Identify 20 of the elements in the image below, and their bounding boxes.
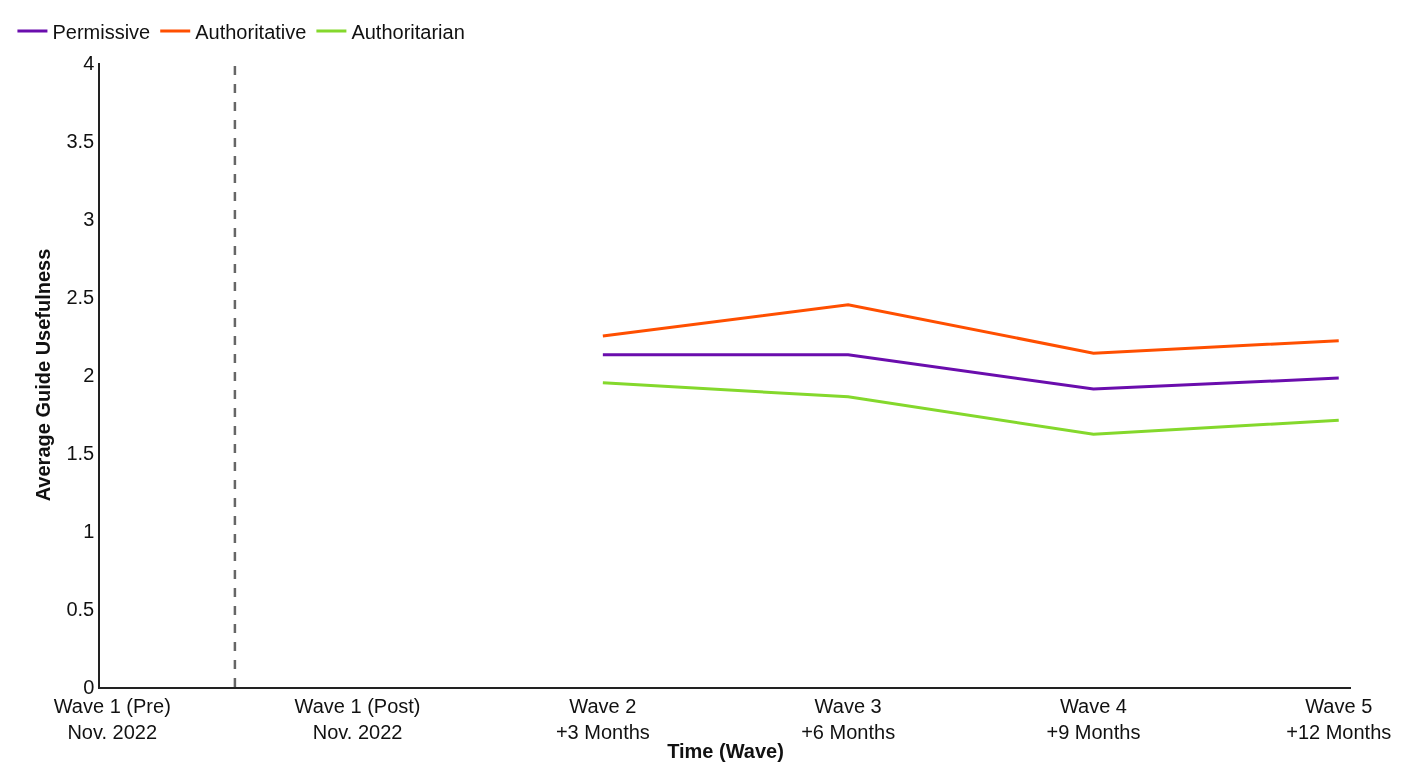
legend-label: Permissive xyxy=(52,20,151,43)
x-tick-label: Wave 5 +12 Months xyxy=(1286,694,1392,743)
x-tick-label: Wave 2 +3 Months xyxy=(555,694,650,743)
y-tick-label: 4 xyxy=(83,52,95,74)
line-series xyxy=(601,381,1341,436)
line-series xyxy=(601,303,1341,355)
x-tick-label: Wave 4 +9 Months xyxy=(1046,694,1141,743)
y-tick-label: 1.5 xyxy=(66,442,95,464)
legend-label: Authoritative xyxy=(195,20,307,43)
x-tick-label: Wave 3 +6 Months xyxy=(801,694,896,743)
legend-label: Authoritarian xyxy=(351,20,465,43)
y-tick-label: 2 xyxy=(83,364,95,386)
x-tick-label: Wave 1 (Post) Nov. 2022 xyxy=(294,694,421,743)
y-tick-label: 2.5 xyxy=(66,286,95,308)
y-tick-label: 3 xyxy=(83,208,95,230)
y-axis-title: Average Guide Usefulness xyxy=(31,248,54,502)
y-tick-label: 1 xyxy=(83,520,95,542)
y-tick-label: 3.5 xyxy=(66,130,95,152)
y-tick-label: 0.5 xyxy=(66,598,95,620)
x-axis-title: Time (Wave) xyxy=(667,739,784,762)
